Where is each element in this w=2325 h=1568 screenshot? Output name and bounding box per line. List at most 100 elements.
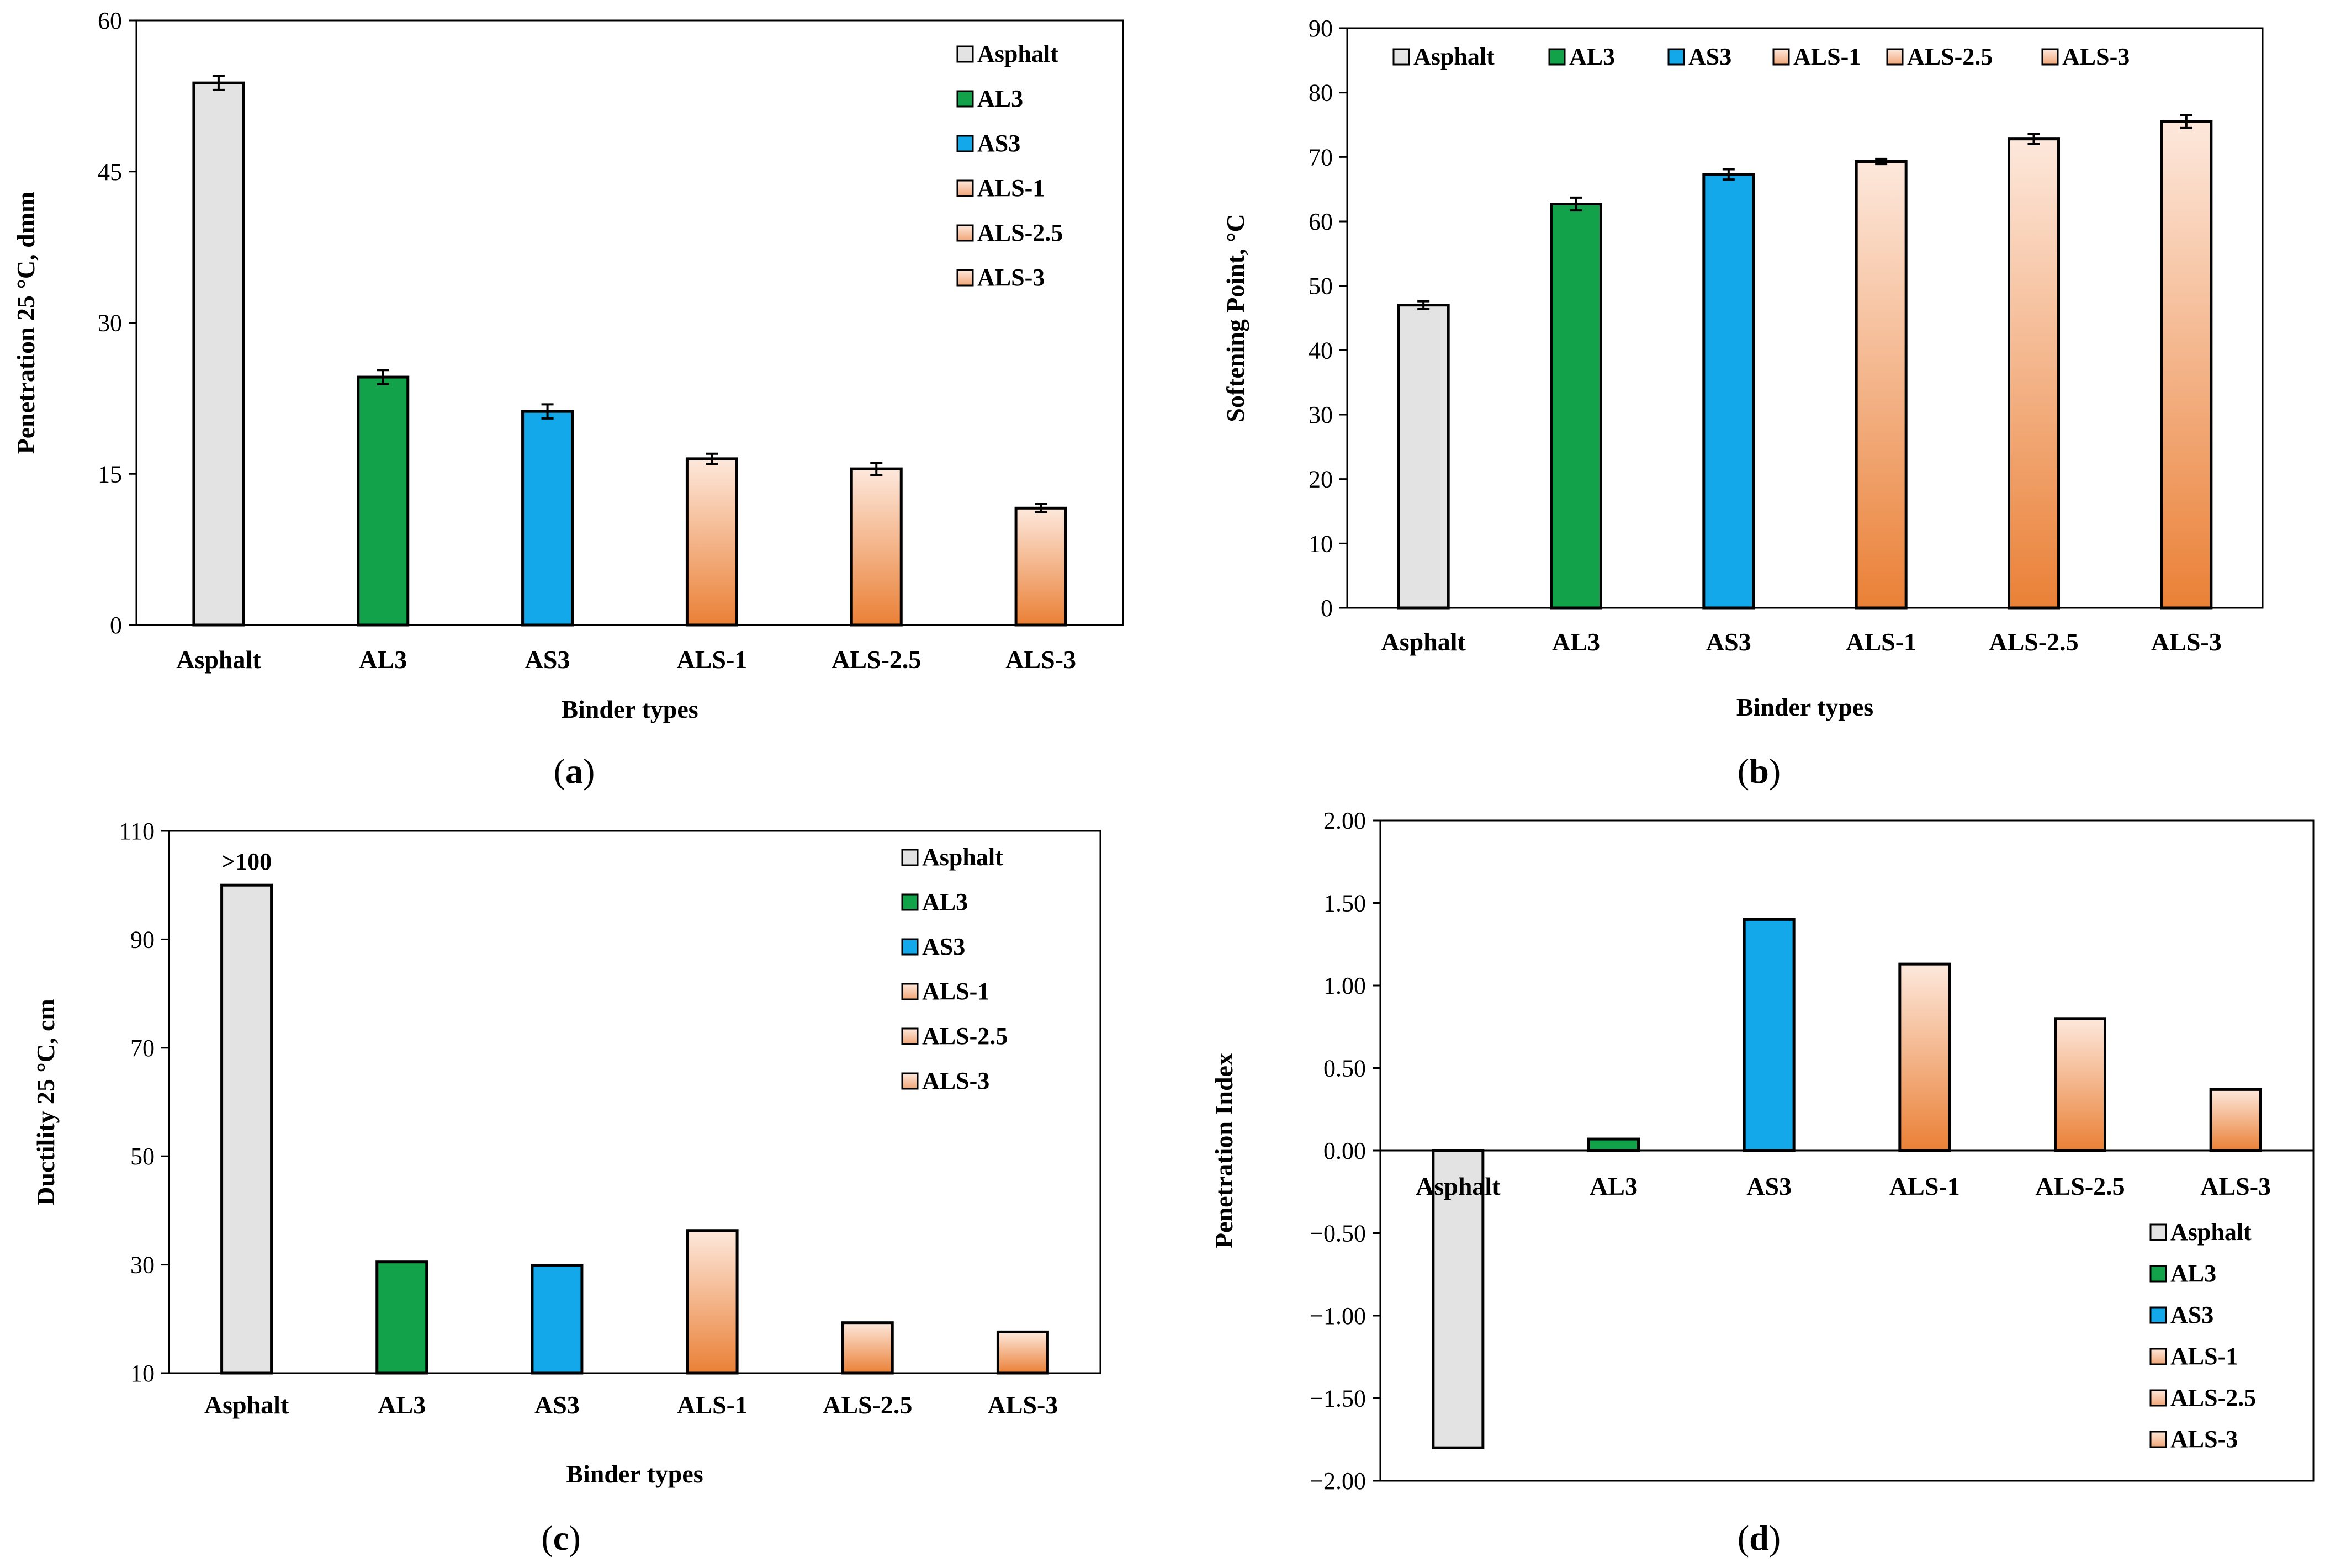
x-tick-label: AL3 [378,1391,426,1419]
legend-label: ALS-3 [922,1067,989,1094]
legend-label: AL3 [2170,1260,2216,1287]
legend-swatch [901,983,919,1000]
legend-label: AL3 [1569,43,1615,70]
y-tick-label: 30 [1309,401,1333,428]
legend-swatch [1667,48,1685,66]
legend-swatch [956,224,974,242]
bar-als-3 [1014,506,1067,627]
x-tick-label: AL3 [1590,1172,1638,1200]
chart-panel-d: −2.00 −1.50 −1.00 −0.50 0.00 0.50 1.00 1.50 2.00… [1210,807,2315,1558]
legend-swatch [2149,1348,2167,1365]
bar-als-2.5 [841,1321,894,1375]
legend-label: AS3 [1688,43,1731,70]
legend-label: Asphalt [977,40,1058,67]
legend-label: AS3 [977,130,1020,157]
bar-als-3 [996,1330,1049,1375]
legend-label: ALS-2.5 [977,219,1063,246]
y-tick-label: 0.50 [1323,1055,1366,1082]
data-annotation: >100 [221,848,272,875]
legend-swatch [1548,48,1566,66]
legend-label: ALS-1 [922,978,989,1005]
panel-label: (d) [1738,1518,1781,1558]
legend-label: ALS-3 [2170,1426,2238,1453]
y-tick-label: 60 [98,7,122,34]
x-tick-label: ALS-1 [1889,1172,1960,1200]
y-tick-label: 15 [98,460,122,488]
legend-swatch [2041,48,2059,66]
legend-label: AL3 [922,888,968,915]
y-tick-label: 2.00 [1323,807,1366,834]
bar-asphalt [220,883,273,1375]
panel-label: (a) [554,751,595,791]
y-tick-label: 0 [1321,595,1333,622]
y-tick-label: 10 [1309,530,1333,557]
y-tick-label: 40 [1309,337,1333,364]
y-tick-label: −1.50 [1310,1385,1366,1412]
y-tick-label: 30 [98,310,122,337]
legend-swatch [2149,1223,2167,1241]
legend: Asphalt AL3 AS3 ALS-1 ALS-2.5 ALS-3 [2149,1219,2256,1453]
legend-swatch [2149,1431,2167,1448]
legend-swatch [1886,48,1904,66]
y-axis-title: Ductility 25 °C, cm [31,999,60,1205]
legend: Asphalt AL3 AS3 ALS-1 ALS-2.5 ALS-3 [1392,43,2130,70]
x-tick-label: AS3 [1706,628,1751,656]
x-axis-title: Binder types [566,1460,703,1488]
legend-swatch [1772,48,1790,66]
chart-panel-a: 0 15 30 45 60 Asphalt AL3 AS3 ALS-1 ALS-2.5 ALS-3 B… [12,7,1124,791]
x-tick-label: ALS-2.5 [2035,1172,2125,1200]
y-tick-label: 1.00 [1323,972,1366,999]
legend: Asphalt AL3 AS3 ALS-1 ALS-2.5 ALS-3 [901,844,1008,1094]
bar-asphalt [1432,1149,1485,1449]
y-tick-label: 0 [110,612,122,639]
legend-label: ALS-2.5 [2170,1384,2256,1411]
bar-as3 [1743,918,1796,1152]
bar-asphalt [1397,304,1450,610]
x-tick-label: ALS-1 [677,1391,748,1419]
legend-swatch [901,1027,919,1045]
legend-swatch [2149,1389,2167,1407]
legend-label: Asphalt [1413,43,1495,70]
y-tick-label: 60 [1309,208,1333,235]
x-tick-label: AS3 [534,1391,580,1419]
legend-swatch [901,938,919,956]
y-tick-label: 1.50 [1323,890,1366,917]
panel-label: (c) [541,1518,580,1558]
x-tick-label: ALS-3 [1005,645,1076,674]
bar-as3 [531,1264,584,1375]
y-tick-label: −1.00 [1310,1302,1366,1329]
legend-swatch [2149,1306,2167,1324]
y-tick-label: 90 [1309,15,1333,42]
plot-area [1346,27,2264,609]
x-tick-label: ALS-3 [988,1391,1058,1419]
y-tick-label: 50 [130,1143,155,1170]
legend-swatch [956,179,974,197]
legend-swatch [956,45,974,63]
legend-label: AS3 [922,933,965,960]
y-tick-label: 50 [1309,273,1333,300]
bar-als-1 [686,1229,739,1375]
legend-label: ALS-1 [1793,43,1861,70]
bar-as3 [1702,173,1755,610]
x-tick-label: Asphalt [1381,628,1466,656]
y-tick-label: 10 [130,1360,155,1387]
y-tick-label: 70 [1309,144,1333,171]
legend-swatch [901,1072,919,1090]
x-tick-label: ALS-1 [1846,628,1916,656]
x-axis-title: Binder types [1736,693,1873,721]
legend-label: ALS-3 [977,264,1045,291]
bar-asphalt [192,81,245,627]
legend-swatch [956,90,974,108]
x-tick-label: AL3 [1552,628,1600,656]
legend-swatch [956,135,974,152]
x-tick-label: ALS-2.5 [1989,628,2078,656]
y-tick-label: −0.50 [1310,1220,1366,1247]
y-tick-label: 110 [119,818,155,845]
x-tick-label: AS3 [525,645,570,674]
y-tick-label: 80 [1309,80,1333,107]
legend-label: ALS-2.5 [922,1023,1008,1050]
bar-als-1 [685,457,738,627]
y-axis-title: Softening Point, °C [1221,214,1249,422]
bar-als-1 [1898,962,1951,1152]
